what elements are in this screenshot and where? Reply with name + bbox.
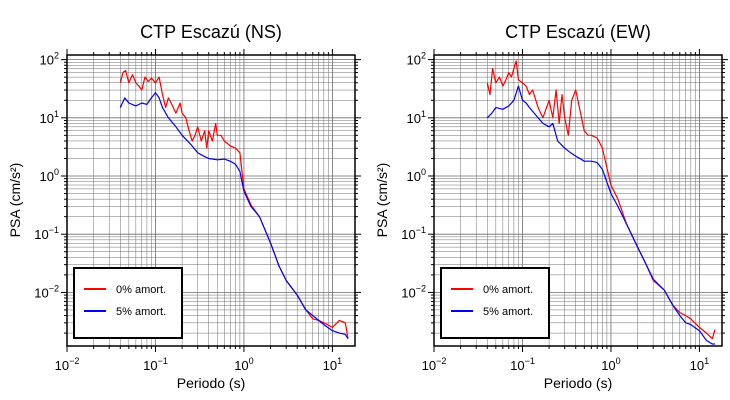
chart-panel-ns: CTP Escazú (NS) 10−2 10−1 100 101 10−210−11… bbox=[7, 22, 361, 391]
y-axis-label: PSA (cm/s²) bbox=[374, 163, 390, 238]
x-tick-label: 10−1 bbox=[143, 356, 168, 373]
data-series bbox=[119, 69, 349, 340]
y-tick-label: 10−1 bbox=[34, 225, 59, 242]
y-axis-label: PSA (cm/s²) bbox=[7, 163, 23, 238]
x-tick-label: 10−1 bbox=[510, 356, 535, 373]
grid-lines bbox=[66, 55, 355, 346]
y-tick-label: 101 bbox=[40, 109, 59, 126]
plot-frame bbox=[433, 54, 723, 347]
legend-label-0: 0% amort. bbox=[116, 284, 166, 296]
y-tick-label: 101 bbox=[407, 109, 426, 126]
legend-box bbox=[440, 267, 550, 339]
y-tick-label: 100 bbox=[40, 167, 59, 184]
legend: 0% amort. 5% amort. bbox=[73, 267, 183, 339]
y-tick-label: 100 bbox=[407, 167, 426, 184]
chart-title: CTP Escazú (NS) bbox=[140, 22, 282, 42]
x-tick-label: 10−2 bbox=[55, 356, 80, 373]
y-tick-label: 10−2 bbox=[34, 283, 59, 300]
x-tick-labels: 10−2 10−1 100 101 bbox=[422, 356, 710, 373]
plot-frame bbox=[66, 54, 356, 347]
y-tick-labels: 10−2 10−1 100 101 102 bbox=[401, 51, 426, 301]
axis-ticks bbox=[428, 49, 728, 352]
x-axis-label: Periodo (s) bbox=[544, 375, 612, 391]
x-tick-label: 100 bbox=[601, 356, 620, 373]
series-line-1 bbox=[119, 92, 349, 340]
x-tick-labels: 10−2 10−1 100 101 bbox=[55, 356, 343, 373]
x-tick-label: 101 bbox=[323, 356, 342, 373]
y-tick-label: 10−2 bbox=[401, 283, 426, 300]
x-tick-label: 101 bbox=[690, 356, 709, 373]
series-line-1 bbox=[486, 85, 715, 345]
legend-label-1: 5% amort. bbox=[116, 306, 166, 318]
legend-label-0: 0% amort. bbox=[483, 284, 533, 296]
y-tick-label: 102 bbox=[40, 51, 59, 68]
y-tick-label: 102 bbox=[407, 51, 426, 68]
legend-label-1: 5% amort. bbox=[483, 306, 533, 318]
data-series bbox=[486, 60, 716, 345]
x-tick-label: 10−2 bbox=[422, 356, 447, 373]
legend-box bbox=[73, 267, 183, 339]
x-tick-label: 100 bbox=[234, 356, 253, 373]
y-tick-label: 10−1 bbox=[401, 225, 426, 242]
y-tick-labels: 10−2 10−1 100 101 102 bbox=[34, 51, 59, 301]
legend: 0% amort. 5% amort. bbox=[440, 267, 550, 339]
x-axis-label: Periodo (s) bbox=[177, 375, 245, 391]
chart-title: CTP Escazú (EW) bbox=[505, 22, 651, 42]
axis-ticks bbox=[61, 49, 361, 352]
chart-panel-ew: CTP Escazú (EW) 10−2 10−1 100 101 10−210−11… bbox=[374, 22, 728, 391]
